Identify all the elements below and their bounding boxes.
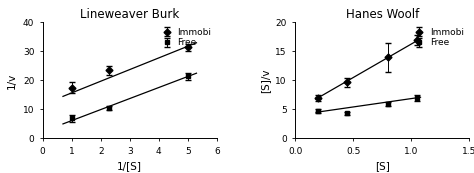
Title: Hanes Woolf: Hanes Woolf bbox=[346, 8, 419, 21]
X-axis label: 1/[S]: 1/[S] bbox=[117, 161, 142, 171]
Title: Lineweaver Burk: Lineweaver Burk bbox=[80, 8, 179, 21]
Y-axis label: 1/v: 1/v bbox=[7, 72, 17, 89]
Y-axis label: [S]/v: [S]/v bbox=[260, 68, 270, 93]
X-axis label: [S]: [S] bbox=[375, 161, 390, 171]
Legend: Immobi, Free: Immobi, Free bbox=[157, 27, 212, 48]
Legend: Immobi, Free: Immobi, Free bbox=[410, 27, 465, 48]
